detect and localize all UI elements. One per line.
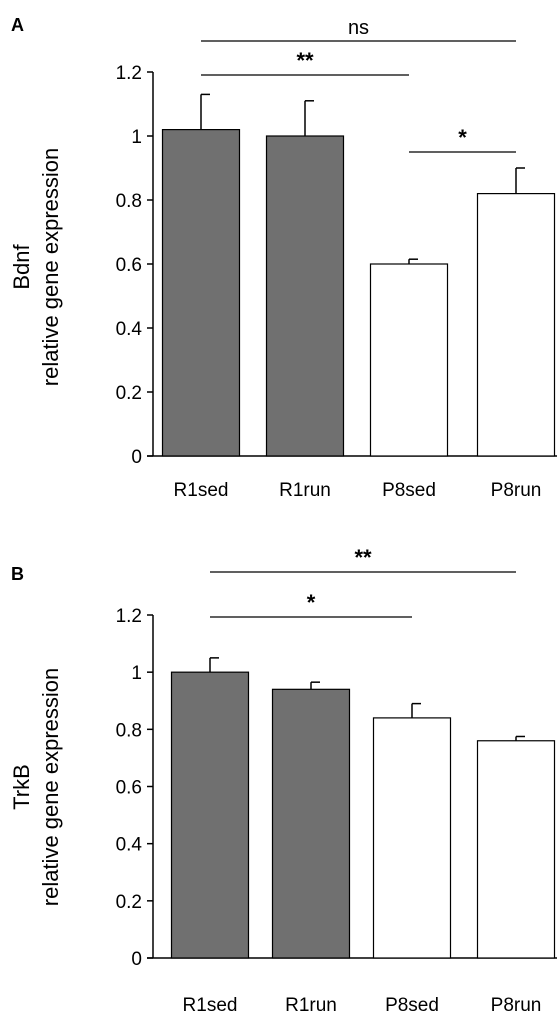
panel-b-y-tick-label: 1 — [131, 663, 142, 684]
panel-b-bar — [372, 717, 452, 959]
panel-b-x-tick-label: P8run — [491, 995, 542, 1016]
panel-a-x-tick-label: P8run — [491, 480, 542, 501]
panel-a-y-tick-label: 1.2 — [116, 63, 142, 84]
panel-a-significance-label: ns — [348, 17, 369, 39]
panel-b-y-tick-label: 0 — [131, 949, 142, 970]
panel-a-x-tick-label: P8sed — [382, 480, 436, 501]
panel-b-y-tick-label: 1.2 — [116, 606, 142, 627]
panel-a-bar — [161, 129, 241, 457]
panel-b-y-tick-label: 0.2 — [116, 892, 142, 913]
panel-a-x-tick-label: R1run — [279, 480, 331, 501]
panel-b-y-axis-label: relative gene expression — [38, 668, 63, 906]
panel-a-significance-label: ** — [296, 48, 314, 73]
panel-b-bar — [170, 671, 250, 959]
panel-b-y-tick-label: 0.8 — [116, 720, 142, 741]
panel-b-x-tick-label: R1run — [285, 995, 337, 1016]
panel-a-bar — [476, 193, 556, 457]
panel-a-y-tick-label: 0 — [131, 447, 142, 468]
panel-b-y-axis-label: TrkB — [9, 764, 34, 810]
panel-b-chart: B 0 0.2 0.4 0.6 0.8 1 1.2 TrkB relative gene exp… — [9, 545, 557, 1016]
panel-b-significance-label: ** — [354, 545, 372, 570]
panel-b-y-tick-label: 0.6 — [116, 778, 142, 799]
panel-a-y-axis-label: Bdnf — [9, 243, 34, 289]
panel-a-y-tick-label: 0.2 — [116, 383, 142, 404]
panel-a-bar — [369, 263, 449, 457]
panel-b-bar — [476, 740, 556, 959]
panel-a-letter: A — [11, 15, 24, 35]
panel-a-y-tick-label: 0.4 — [116, 319, 143, 340]
panel-a-y-tick-label: 0.8 — [116, 191, 142, 212]
panel-b-y-tick-label: 0.4 — [116, 835, 143, 856]
panel-b-x-tick-label: R1sed — [183, 995, 238, 1016]
panel-a-bar — [265, 135, 345, 457]
panel-b-significance-label: * — [307, 590, 316, 615]
panel-a-y-tick-label: 1 — [131, 127, 142, 148]
panel-b-bar — [271, 688, 351, 959]
panel-b-letter: B — [11, 564, 24, 584]
panel-a-chart: A 0 0.2 0.4 0.6 0.8 1 1.2 Bdnf relative gene exp… — [9, 15, 557, 501]
panel-a-x-tick-label: R1sed — [174, 480, 229, 501]
panel-a-significance-label: * — [458, 125, 467, 150]
panel-a-y-tick-label: 0.6 — [116, 255, 142, 276]
panel-b-x-tick-label: P8sed — [385, 995, 439, 1016]
panel-a-y-axis-label: relative gene expression — [38, 148, 63, 386]
